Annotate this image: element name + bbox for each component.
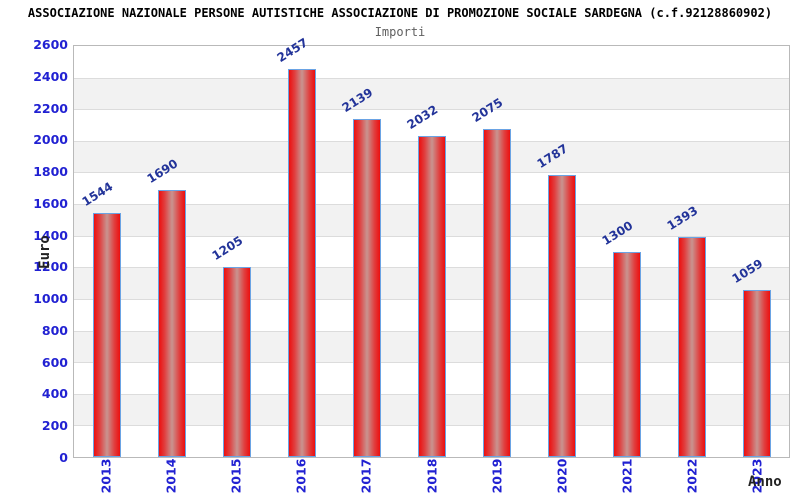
bar-slot: 2139 [334,46,399,457]
x-tick-label: 2017 [358,458,374,494]
bar [417,135,446,457]
x-tick: 2013 [73,459,138,499]
bar [482,129,511,457]
bar-slot: 2032 [399,46,464,457]
bar-series: 1544 1690 1205 2457 2139 2032 2075 1787 1300 1393… [74,35,789,457]
x-tick: 2018 [399,459,464,499]
y-tick-label: 1600 [33,195,68,211]
x-tick-label: 2013 [98,458,114,494]
bar-slot: 1059 [724,46,789,457]
grid-band [74,46,789,78]
bar-slot: 1787 [529,46,594,457]
x-axis-label: Anno [748,474,782,490]
bar-value-label: 1690 [144,156,180,186]
y-axis-ticks: 0 200 400 600 800 1000 1200 1400 1600 1800 2000 220… [0,38,68,463]
bar-value-label: 2032 [404,102,440,132]
y-tick-label: 1200 [33,259,68,275]
x-tick-label: 2018 [424,458,440,494]
y-tick-label: 2400 [33,68,68,84]
bar-value-label: 2139 [339,85,375,115]
x-tick-label: 2021 [619,458,635,494]
grid-line [74,109,789,111]
bar-slot: 2075 [464,46,529,457]
bar-value-label: 2075 [469,95,505,125]
bar-value-label: 1787 [534,140,570,171]
x-tick: 2022 [660,459,725,499]
bar-value-label: 1393 [664,203,700,233]
bar-value-label: 1205 [209,232,245,263]
x-tick: 2021 [595,459,660,499]
y-tick-label: 200 [41,418,68,434]
bar [157,189,186,457]
bar-value-label: 1300 [599,217,635,248]
bar [547,174,576,457]
y-tick-label: 1400 [33,227,68,243]
x-tick: 2019 [464,459,529,499]
bar-slot: 1205 [204,46,269,457]
x-tick: 2017 [334,459,399,499]
plot-area: 1544 1690 1205 2457 2139 2032 2075 1787 1300 1393… [73,35,790,458]
bar-value-label: 2457 [274,35,310,65]
x-tick: 2020 [529,459,594,499]
y-tick-label: 600 [41,354,68,370]
x-tick: 2015 [203,459,268,499]
y-tick-label: 0 [59,450,68,465]
bar [222,266,251,457]
x-tick-label: 2020 [554,458,570,494]
bar-slot: 2457 [269,35,334,457]
bar [92,212,121,457]
bar [677,236,706,457]
bar [742,289,771,457]
grid-band [74,77,789,110]
y-tick-label: 400 [41,386,68,402]
y-axis-label: Euro [37,235,53,269]
bar [352,118,381,457]
x-tick-label: 2014 [163,458,179,494]
x-tick-label: 2016 [293,458,309,494]
x-tick: 2016 [269,459,334,499]
bar-value-label: 1544 [79,179,115,209]
y-tick-label: 2000 [33,132,68,148]
x-tick: 2014 [138,459,203,499]
x-tick-label: 2019 [489,458,505,494]
y-tick-label: 1800 [33,164,68,180]
grid-band [74,109,789,141]
bar-slot: 1393 [659,46,724,457]
bar [612,251,641,457]
bar-slot: 1544 [74,46,139,457]
chart-subtitle: Importi [374,25,426,39]
bar-slot: 1300 [594,46,659,457]
y-tick-label: 800 [41,322,68,338]
bar [287,68,316,457]
bar-slot: 1690 [139,46,204,457]
y-tick-label: 2600 [33,37,68,52]
y-tick-label: 2200 [33,100,68,116]
x-tick-label: 2022 [684,458,700,494]
grid-line [74,77,789,79]
chart-title: ASSOCIAZIONE NAZIONALE PERSONE AUTISTICH… [27,6,773,20]
x-tick-label: 2015 [228,458,244,494]
x-axis-ticks: 2013 2014 2015 2016 2017 2018 2019 2020 2021 2022… [73,459,790,499]
bar-value-label: 1059 [729,256,765,286]
y-tick-label: 1000 [33,291,68,307]
